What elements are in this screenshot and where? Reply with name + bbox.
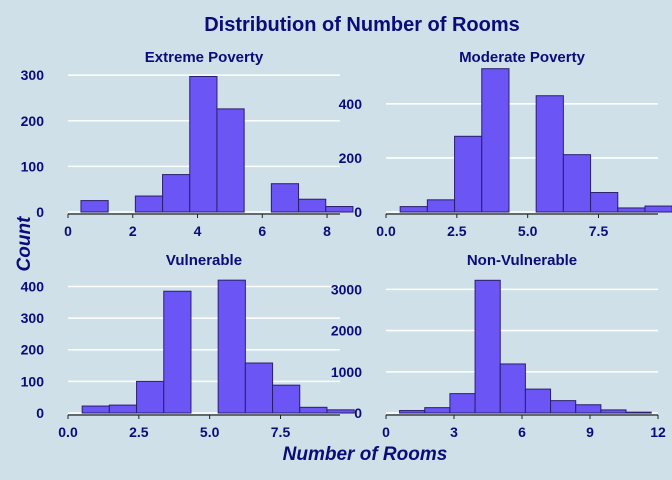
x-tick-label: 0.0 [58, 424, 78, 440]
histogram-bar [134, 195, 164, 213]
x-tick-label: 0 [64, 223, 72, 239]
y-tick-label: 1000 [331, 364, 362, 380]
histogram-bar [108, 404, 138, 414]
panel-1: Moderate Poverty 0 200 400 0.0 2.5 5.0 7.5 [339, 49, 672, 239]
histogram-bar [600, 409, 627, 414]
panel-title: Extreme Poverty [145, 49, 264, 66]
x-tick-label: 12 [650, 424, 666, 440]
histogram-bar [449, 393, 476, 414]
x-tick-label: 0 [382, 424, 390, 440]
histogram-bar [325, 206, 354, 213]
histogram-bar [399, 410, 426, 414]
figure-title: Distribution of Number of Rooms [204, 14, 520, 36]
x-tick-label: 5.0 [200, 424, 220, 440]
histogram-bar [270, 183, 300, 213]
y-tick-label: 200 [339, 150, 363, 166]
x-tick-label: 6 [258, 223, 266, 239]
histogram-bar [481, 68, 510, 213]
y-tick-label: 0 [36, 405, 44, 421]
histogram-bar [550, 400, 577, 414]
y-axis-title: Count [14, 216, 35, 272]
histogram-bar [426, 199, 456, 213]
histogram-bar [625, 411, 652, 414]
x-tick-label: 2.5 [129, 424, 149, 440]
histogram-bar [474, 279, 501, 414]
x-tick-label: 5.0 [518, 223, 538, 239]
histogram-bar [163, 290, 192, 414]
x-tick-label: 0.0 [376, 223, 396, 239]
y-tick-label: 300 [21, 310, 45, 326]
y-tick-label: 3000 [331, 281, 362, 297]
histogram-bar [499, 363, 526, 414]
histogram-bar [535, 95, 564, 213]
histogram-bar [562, 154, 592, 213]
histogram-bar [81, 405, 110, 414]
x-tick-label: 7.5 [271, 424, 291, 440]
x-tick-label: 2.5 [447, 223, 467, 239]
y-tick-label: 0 [36, 204, 44, 220]
histogram-bar [399, 206, 428, 213]
histogram-bar [299, 406, 328, 414]
histogram-bar [136, 380, 165, 414]
histogram-bar [326, 409, 355, 414]
x-axis-title: Number of Rooms [283, 444, 448, 465]
x-tick-label: 7.5 [589, 223, 609, 239]
histogram-bar [216, 108, 245, 213]
y-tick-label: 100 [21, 373, 45, 389]
y-tick-label: 300 [21, 67, 45, 83]
y-tick-label: 0 [354, 405, 362, 421]
y-tick-label: 2000 [331, 323, 362, 339]
histogram-bar [272, 384, 301, 414]
histogram-bar [162, 174, 191, 213]
panel-title: Vulnerable [166, 252, 242, 269]
panel-title: Non-Vulnerable [467, 252, 577, 269]
y-tick-label: 200 [21, 113, 45, 129]
y-tick-label: 400 [21, 278, 45, 294]
x-tick-label: 8 [323, 223, 331, 239]
x-tick-label: 6 [518, 424, 526, 440]
y-tick-label: 0 [354, 204, 362, 220]
histogram-bar [80, 200, 109, 213]
x-tick-label: 4 [194, 223, 202, 239]
histogram-bar [454, 135, 483, 213]
y-tick-label: 100 [21, 158, 45, 174]
histogram-bar [644, 205, 672, 213]
histogram-bar [217, 279, 246, 414]
panel-0: Extreme Poverty 0 100 200 300 0 2 4 6 8 [21, 49, 354, 239]
y-tick-label: 400 [339, 96, 363, 112]
x-tick-label: 9 [586, 424, 594, 440]
histogram-bar [575, 404, 602, 414]
histogram-bar [617, 207, 646, 213]
y-tick-label: 200 [21, 342, 45, 358]
histogram-bar [244, 362, 274, 414]
histogram-bar [590, 192, 619, 213]
panel-3: Non-Vulnerable 0 1000 2000 3000 0 3 6 9 12 [331, 252, 666, 440]
histogram-bar [189, 75, 218, 213]
panel-title: Moderate Poverty [459, 49, 586, 66]
histogram-bar [298, 198, 327, 213]
x-tick-label: 2 [129, 223, 137, 239]
histogram-bar [424, 407, 451, 414]
histogram-bar [524, 388, 552, 414]
panel-2: Vulnerable 0 100 200 300 400 0.0 2.5 5.0 7.5 [21, 252, 355, 440]
x-tick-label: 3 [450, 424, 458, 440]
